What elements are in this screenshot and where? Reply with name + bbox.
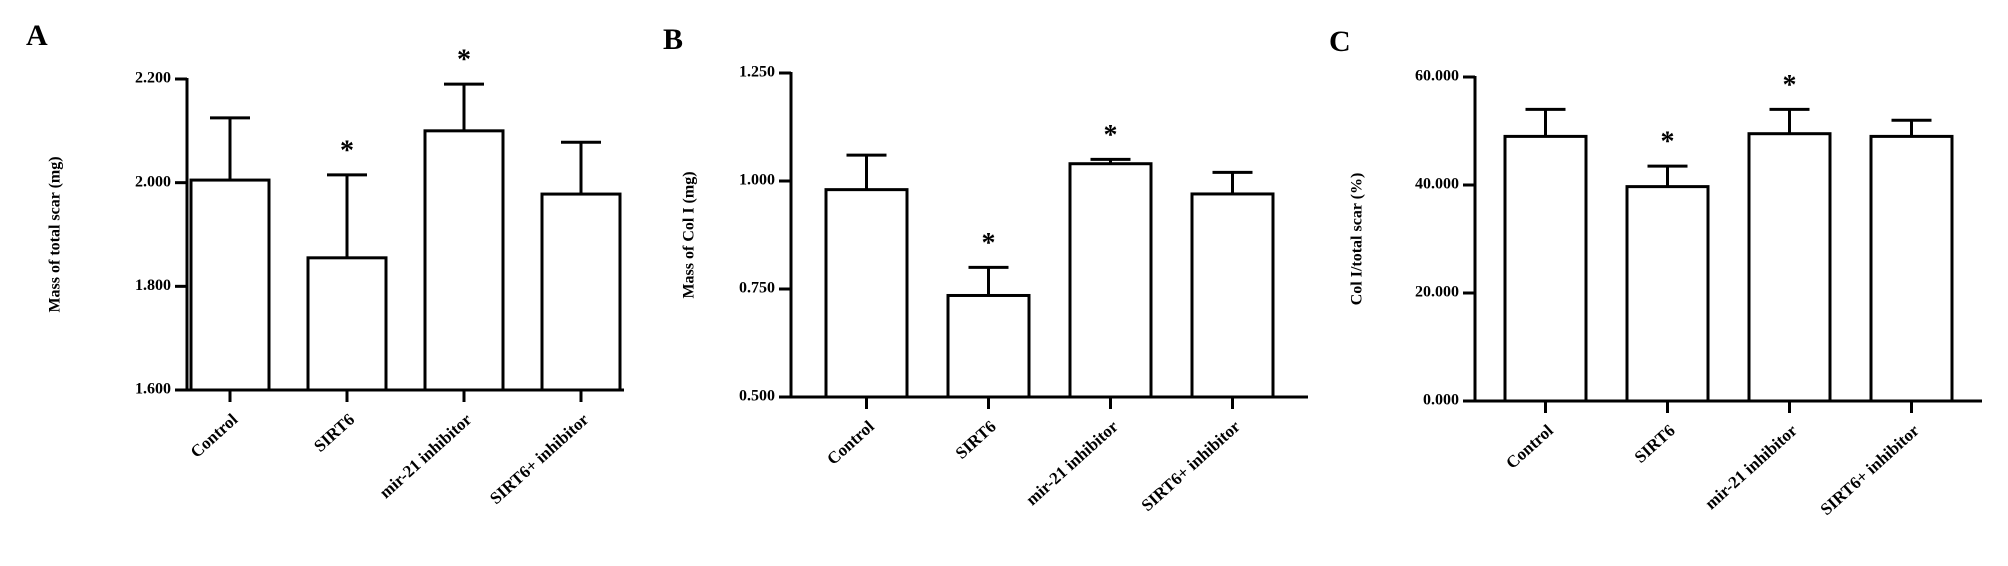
significance-mark: * [982, 228, 996, 259]
y-tick-label: 40.000 [1415, 176, 1459, 193]
y-tick-label: 1.800 [135, 277, 171, 294]
y-tick-label: 2.200 [135, 70, 171, 87]
bar [824, 188, 909, 399]
y-tick-label: 20.000 [1415, 284, 1459, 301]
x-tick-label: SIRT6+ inhibitor [486, 409, 593, 508]
significance-mark: * [340, 135, 354, 166]
y-tick-label: 0.000 [1423, 392, 1459, 409]
x-tick-label: SIRT6 [952, 417, 1000, 463]
bar [1869, 134, 1954, 403]
y-tick-label: 2.000 [135, 173, 171, 190]
x-tick-label: mir-21 inhibitor [1022, 416, 1122, 509]
x-tick-label: SIRT6 [1631, 421, 1679, 467]
significance-mark: * [1661, 127, 1675, 158]
bar [1625, 185, 1710, 403]
significance-mark: * [1783, 70, 1797, 101]
x-tick-label: mir-21 inhibitor [1701, 420, 1801, 513]
x-tick-label: SIRT6 [310, 410, 358, 456]
y-axis-title: Mass of total scar (mg) [47, 156, 64, 312]
bar [189, 178, 271, 392]
panel-label: B [663, 23, 683, 56]
bar [423, 129, 505, 392]
x-tick-label: mir-21 inhibitor [376, 409, 476, 502]
bar [1190, 192, 1275, 399]
y-tick-label: 0.500 [739, 388, 775, 405]
y-tick-label: 1.250 [739, 64, 775, 81]
x-tick-label: Control [823, 417, 878, 469]
bar [540, 192, 622, 392]
y-tick-label: 60.000 [1415, 68, 1459, 85]
x-tick-label: SIRT6+ inhibitor [1138, 416, 1245, 515]
x-tick-label: Control [1502, 421, 1557, 473]
bar [1068, 162, 1153, 399]
y-tick-label: 0.750 [739, 280, 775, 297]
significance-mark: * [1104, 120, 1118, 151]
y-axis-title: Col I/total scar (%) [1349, 173, 1366, 306]
bar [1503, 134, 1588, 403]
bar [1747, 132, 1832, 403]
bar [306, 256, 388, 392]
significance-mark: * [457, 45, 471, 76]
y-axis-title: Mass of Col I (mg) [681, 171, 698, 298]
y-tick-label: 1.600 [135, 381, 171, 398]
panel-label: A [26, 19, 48, 52]
y-tick-label: 1.000 [739, 172, 775, 189]
panel-label: C [1329, 25, 1351, 58]
bar [946, 293, 1031, 399]
x-tick-label: Control [187, 410, 242, 462]
x-tick-label: SIRT6+ inhibitor [1817, 420, 1924, 519]
